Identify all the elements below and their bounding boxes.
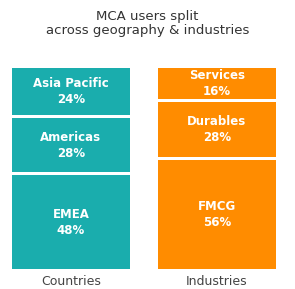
Text: across geography & industries: across geography & industries	[46, 24, 249, 37]
Bar	[12, 118, 130, 173]
Bar	[158, 160, 276, 269]
Text: Americas
28%: Americas 28%	[40, 131, 101, 160]
Bar	[12, 68, 130, 115]
Text: FMCG
56%: FMCG 56%	[198, 200, 236, 229]
Text: Industries: Industries	[186, 275, 248, 288]
Text: Services
16%: Services 16%	[189, 69, 245, 98]
Text: Durables
28%: Durables 28%	[187, 115, 247, 144]
Bar	[12, 175, 130, 269]
Text: MCA users split: MCA users split	[96, 10, 199, 23]
Text: Countries: Countries	[41, 275, 101, 288]
Bar	[158, 102, 276, 157]
Text: Asia Pacific
24%: Asia Pacific 24%	[33, 77, 109, 106]
Bar	[158, 68, 276, 99]
Text: EMEA
48%: EMEA 48%	[53, 208, 89, 237]
